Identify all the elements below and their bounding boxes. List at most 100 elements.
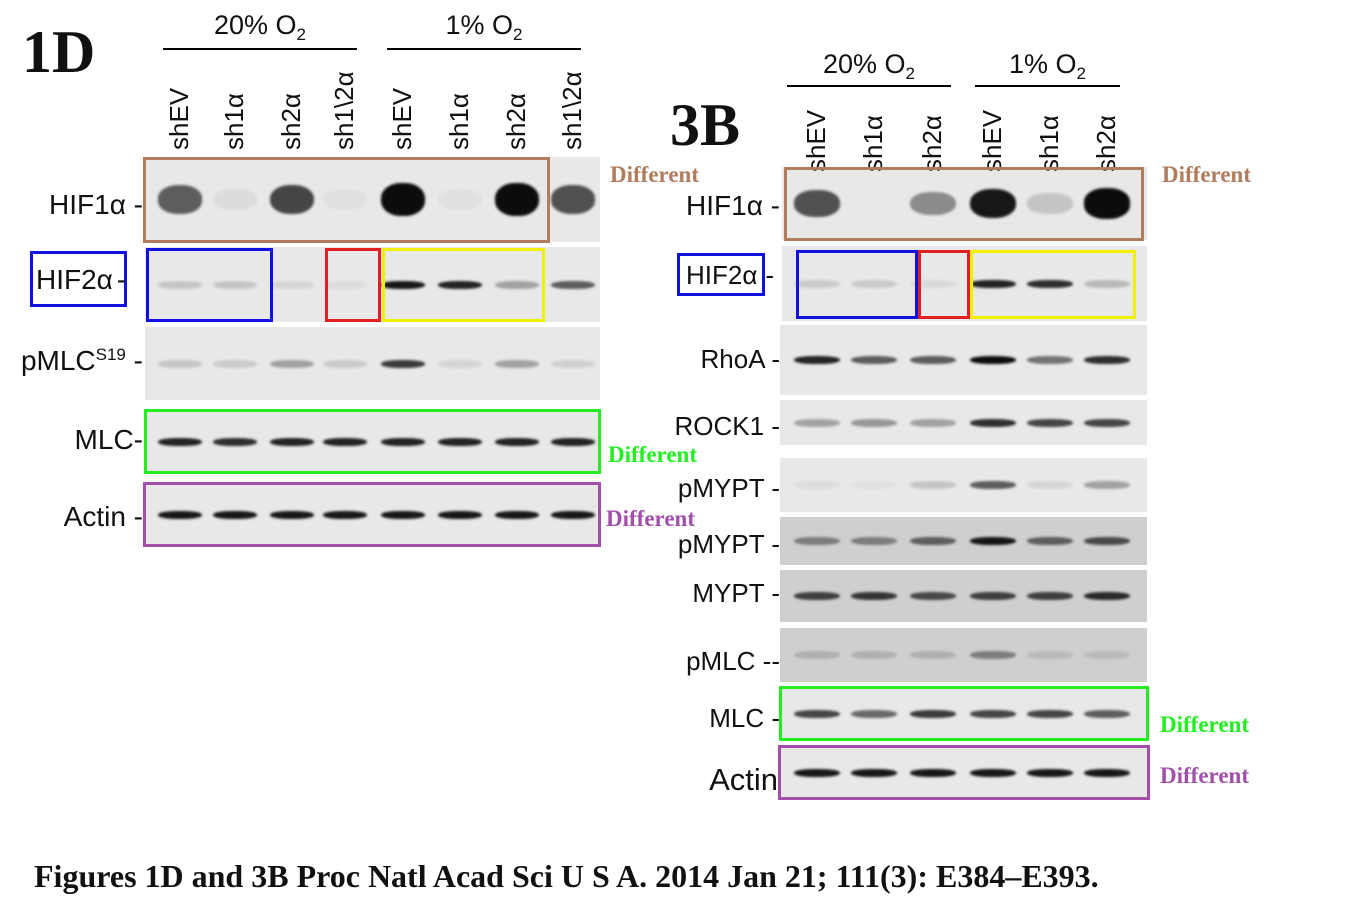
row-label-rhoa: RhoA - bbox=[700, 344, 781, 374]
blot-pmypt-1 bbox=[780, 458, 1147, 512]
protein-band bbox=[381, 510, 425, 519]
row-label-tick: - bbox=[765, 260, 775, 290]
blot-mlc bbox=[780, 688, 1147, 740]
protein-band bbox=[851, 768, 897, 777]
blot-actin bbox=[145, 483, 600, 546]
condition-divider bbox=[163, 48, 357, 50]
blot-hif2a bbox=[782, 246, 1147, 321]
panel-label-1d: 1D bbox=[22, 19, 96, 85]
row-label-hif1a: HIF1α - bbox=[686, 190, 780, 221]
protein-band bbox=[970, 768, 1016, 777]
protein-band bbox=[213, 280, 257, 289]
row-label-hif1a: HIF1α - bbox=[49, 189, 143, 220]
protein-band bbox=[851, 651, 897, 659]
highlight-box-green bbox=[779, 686, 1149, 741]
row-label-mypt: MYPT - bbox=[692, 578, 780, 608]
row-label-pmypt-1: pMYPT - bbox=[677, 473, 780, 503]
blot-pmlc bbox=[145, 327, 600, 400]
highlight-box-blue bbox=[146, 248, 273, 322]
protein-band bbox=[158, 359, 202, 368]
condition-text: 20% O bbox=[822, 49, 906, 79]
protein-band bbox=[270, 280, 314, 289]
protein-band bbox=[794, 592, 840, 600]
protein-band bbox=[970, 188, 1016, 219]
protein-band bbox=[551, 184, 595, 215]
panel-label-3b: 3B bbox=[670, 92, 741, 158]
row-label-tick: - bbox=[125, 345, 143, 376]
protein-band bbox=[551, 280, 595, 289]
condition-20-percent-o2: 20% O2 bbox=[163, 10, 357, 45]
row-label-superscript: S19 bbox=[95, 345, 126, 364]
protein-band bbox=[158, 510, 202, 519]
lane-label: sh1α bbox=[444, 93, 474, 150]
blot-rock1 bbox=[780, 400, 1147, 445]
lane-label: sh1α bbox=[219, 93, 249, 150]
row-label-text: HIF2α bbox=[686, 260, 758, 290]
highlight-box-blue bbox=[796, 250, 918, 319]
row-label-text: HIF2α bbox=[36, 264, 113, 295]
blot-pmypt-2 bbox=[780, 517, 1147, 565]
protein-band bbox=[1027, 592, 1073, 600]
blot-hif1a bbox=[782, 167, 1147, 240]
condition-text: 20% O bbox=[213, 10, 297, 40]
condition-1-percent-o2: 1% O2 bbox=[387, 10, 581, 45]
lane-label: shEV bbox=[977, 109, 1007, 172]
highlight-box-red bbox=[918, 250, 970, 319]
protein-band bbox=[438, 280, 482, 289]
blot-rhoa bbox=[780, 325, 1147, 395]
protein-band bbox=[1084, 768, 1130, 777]
protein-band bbox=[1027, 481, 1073, 489]
row-label-rock1: ROCK1 - bbox=[674, 411, 780, 441]
protein-band bbox=[1084, 710, 1130, 718]
protein-band bbox=[1084, 418, 1130, 427]
protein-band bbox=[910, 279, 956, 288]
protein-band bbox=[270, 184, 314, 215]
lane-label: shEV bbox=[387, 87, 417, 150]
protein-band bbox=[158, 437, 202, 446]
protein-band bbox=[910, 537, 956, 545]
annotation-different-hif1a: Different bbox=[610, 162, 699, 187]
protein-band bbox=[1027, 651, 1073, 659]
protein-band bbox=[970, 537, 1016, 545]
highlight-box-yellow bbox=[970, 250, 1136, 319]
protein-band bbox=[794, 279, 840, 288]
protein-band bbox=[1084, 537, 1130, 545]
protein-band bbox=[910, 651, 956, 659]
condition-divider bbox=[387, 48, 581, 50]
protein-band bbox=[270, 437, 314, 446]
protein-band bbox=[1084, 356, 1130, 364]
protein-band bbox=[438, 359, 482, 368]
row-label-actin: Actin - bbox=[63, 501, 143, 532]
condition-divider bbox=[787, 85, 951, 87]
protein-band bbox=[381, 437, 425, 446]
lane-label: sh2α bbox=[1091, 115, 1121, 172]
protein-band bbox=[970, 592, 1016, 600]
row-label-mlc: MLC - bbox=[709, 703, 780, 733]
figure-caption: Figures 1D and 3B Proc Natl Acad Sci U S… bbox=[34, 858, 1099, 894]
protein-band bbox=[495, 182, 539, 217]
protein-band bbox=[910, 191, 956, 216]
protein-band bbox=[794, 481, 840, 489]
protein-band bbox=[270, 359, 314, 368]
condition-text: 1% O bbox=[1009, 49, 1077, 79]
protein-band bbox=[438, 510, 482, 519]
row-label-hif2a: HIF2α - bbox=[686, 262, 774, 288]
row-label-hif2a: HIF2α - bbox=[36, 266, 126, 294]
condition-subscript: 2 bbox=[1076, 64, 1086, 83]
lane-label: sh2α bbox=[276, 93, 306, 150]
row-label-actin: Actin bbox=[709, 762, 778, 797]
annotation-different-mlc: Different bbox=[608, 442, 697, 467]
highlight-box-brown bbox=[143, 157, 550, 243]
protein-band bbox=[1027, 193, 1073, 214]
protein-band bbox=[495, 510, 539, 519]
annotation-different-actin: Different bbox=[606, 506, 695, 531]
protein-band bbox=[213, 510, 257, 519]
protein-band bbox=[381, 182, 425, 217]
protein-band bbox=[323, 437, 367, 446]
condition-1-percent-o2: 1% O2 bbox=[975, 49, 1120, 84]
protein-band bbox=[323, 280, 367, 289]
highlight-box-green bbox=[144, 409, 601, 474]
protein-band bbox=[794, 768, 840, 777]
protein-band bbox=[910, 356, 956, 364]
highlight-box-red bbox=[325, 248, 381, 322]
